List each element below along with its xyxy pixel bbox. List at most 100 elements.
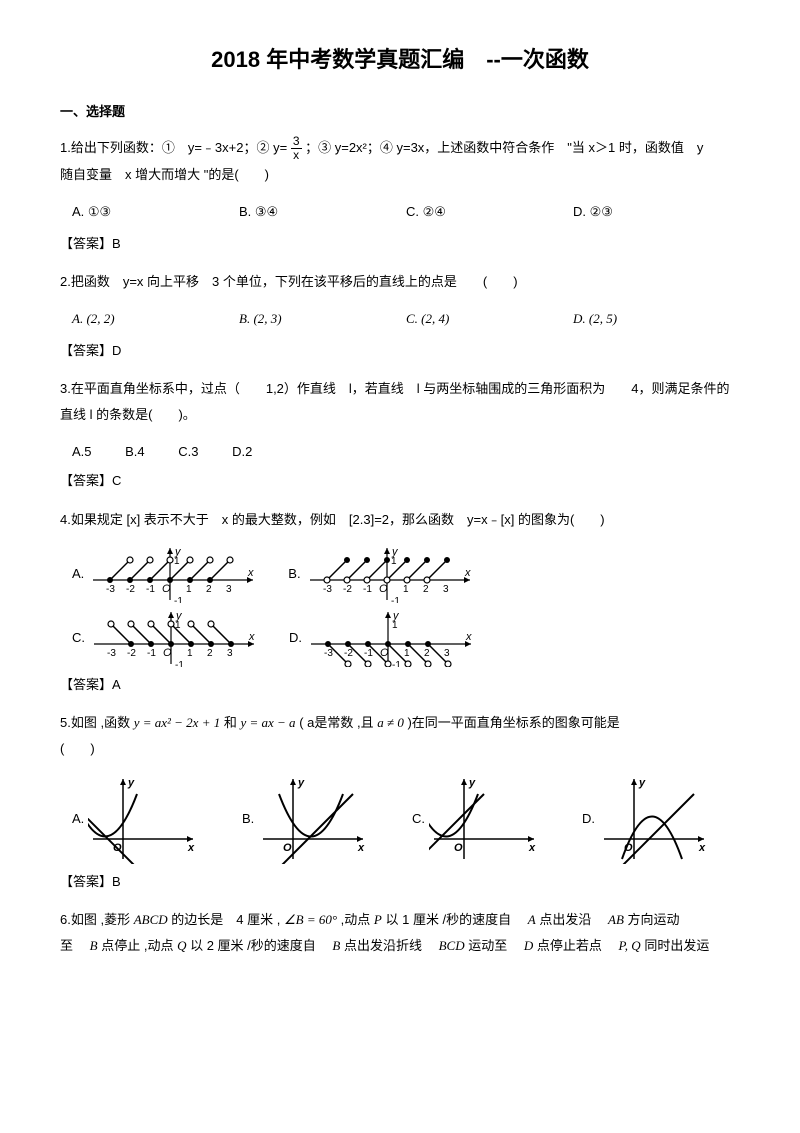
q5-label-a: A. [72, 807, 84, 830]
svg-text:-2: -2 [344, 648, 353, 659]
svg-text:3: 3 [444, 648, 450, 659]
question-4: 4.如果规定 [x] 表示不大于 x 的最大整数，例如 [2.3]=2，那么函数… [60, 507, 740, 533]
q5-graph-a: Oxy [88, 774, 198, 864]
q5-text-a: 5.如图 ,函数 [60, 715, 134, 730]
q2-opt-b: B. (2, 3) [239, 307, 406, 330]
svg-text:3: 3 [443, 584, 449, 595]
q6-c: ,动点 [341, 912, 374, 927]
q5-text-e: ( ) [60, 736, 740, 762]
q2-opt-a: A. (2, 2) [72, 307, 239, 330]
q5-eq3: a ≠ 0 [377, 715, 404, 730]
q6-angle: ∠B = 60° [284, 912, 337, 927]
svg-text:-1: -1 [174, 596, 183, 603]
q1-opt-c: C. ②④ [406, 200, 573, 223]
q6-d: 以 1 厘米 /秒的速度自 [385, 912, 524, 927]
q5-label-c: C. [412, 807, 425, 830]
svg-text:-3: -3 [107, 648, 116, 659]
svg-text:3: 3 [226, 584, 232, 595]
q6-ab: AB [608, 912, 624, 927]
svg-text:1: 1 [187, 648, 193, 659]
q6-j: 点出发沿折线 [344, 938, 435, 953]
svg-text:x: x [247, 567, 254, 579]
q1-opt-a: A. ①③ [72, 200, 239, 223]
svg-text:3: 3 [227, 648, 233, 659]
svg-text:O: O [454, 842, 463, 854]
q4-label-a: A. [72, 562, 84, 585]
svg-text:2: 2 [424, 648, 430, 659]
question-5: 5.如图 ,函数 y = ax² − 2x + 1 和 y = ax − a (… [60, 710, 740, 762]
q4-label-d: D. [289, 626, 302, 649]
q6-k: 运动至 [468, 938, 520, 953]
q6-apt: A [528, 912, 536, 927]
q5-text-c: ( a是常数 ,且 [299, 715, 377, 730]
svg-text:x: x [528, 842, 536, 854]
svg-text:-2: -2 [343, 584, 352, 595]
q1-opt-d: D. ②③ [573, 200, 740, 223]
q3-answer: 【答案】C [60, 469, 740, 492]
svg-text:x: x [357, 842, 365, 854]
q1-fraction: 3x [291, 135, 302, 162]
q4-label-b: B. [288, 562, 300, 585]
q6-bcd: BCD [439, 938, 465, 953]
q4-graph-c: -3-2-1O1231-1yx [89, 609, 259, 667]
q4-answer: 【答案】A [60, 673, 740, 696]
svg-text:1: 1 [186, 584, 192, 595]
q6-m: 同时出发运 [644, 938, 709, 953]
q5-graphs: A. Oxy B. Oxy C. Oxy D. Oxy [72, 774, 740, 864]
q1-text-b: ；③ y=2x²；④ y=3x，上述函数中符合条作 "当 x＞1 时，函数值 y [302, 140, 704, 155]
q4-graphs-row1: A. -3-2-1O1231-1yx B. -3-2-1O1231-1yx [72, 545, 740, 603]
question-3: 3.在平面直角坐标系中，过点（ 1,2）作直线 l，若直线 l 与两坐标轴围成的… [60, 376, 740, 428]
svg-text:y: y [297, 777, 305, 789]
q6-h: 点停止 ,动点 [101, 938, 177, 953]
q5-label-b: B. [242, 807, 254, 830]
svg-text:-1: -1 [175, 660, 184, 667]
svg-text:-2: -2 [126, 584, 135, 595]
q1-options: A. ①③ B. ③④ C. ②④ D. ②③ [72, 200, 740, 223]
q4-graphs-row2: C. -3-2-1O1231-1yx D. -3-2-1O1231-1yx [72, 609, 740, 667]
q5-graph-c: Oxy [429, 774, 539, 864]
question-2: 2.把函数 y=x 向上平移 3 个单位，下列在该平移后的直线上的点是 ( ) [60, 269, 740, 295]
svg-text:y: y [127, 777, 135, 789]
svg-text:O: O [163, 647, 172, 659]
q1-answer: 【答案】B [60, 232, 740, 255]
svg-text:x: x [248, 631, 255, 643]
q6-dpt: D [524, 938, 533, 953]
q6-q: Q [177, 938, 186, 953]
svg-text:x: x [698, 842, 706, 854]
svg-text:1: 1 [403, 584, 409, 595]
q3-opt-b: B.4 [125, 444, 145, 459]
q6-g: 至 [60, 938, 86, 953]
q6-bpt2: B [332, 938, 340, 953]
svg-text:y: y [638, 777, 646, 789]
q5-answer: 【答案】B [60, 870, 740, 893]
svg-text:O: O [283, 842, 292, 854]
q2-options: A. (2, 2) B. (2, 3) C. (2, 4) D. (2, 5) [72, 307, 740, 330]
q1-text-c: 随自变量 x 增大而增大 "的是( ) [60, 162, 740, 188]
q4-label-c: C. [72, 626, 85, 649]
q6-p: P [374, 912, 382, 927]
q3-text-a: 3.在平面直角坐标系中，过点（ 1,2）作直线 l，若直线 l 与两坐标轴围成的… [60, 376, 740, 402]
q5-text-b: 和 [224, 715, 241, 730]
q1-opt-b: B. ③④ [239, 200, 406, 223]
q3-text-b: 直线 l 的条数是( )。 [60, 402, 740, 428]
svg-text:-1: -1 [392, 660, 401, 667]
svg-text:-2: -2 [127, 648, 136, 659]
q6-b: 的边长是 4 厘米 , [171, 912, 280, 927]
section-header: 一、选择题 [60, 100, 740, 123]
svg-text:O: O [379, 583, 388, 595]
page-title: 2018 年中考数学真题汇编 --一次函数 [60, 40, 740, 80]
svg-text:1: 1 [404, 648, 410, 659]
q2-opt-c: C. (2, 4) [406, 307, 573, 330]
q6-bpt: B [90, 938, 98, 953]
q6-f: 方向运动 [628, 912, 680, 927]
q4-graph-d: -3-2-1O1231-1yx [306, 609, 476, 667]
question-6: 6.如图 ,菱形 ABCD 的边长是 4 厘米 , ∠B = 60° ,动点 P… [60, 907, 740, 959]
q4-graph-a: -3-2-1O1231-1yx [88, 545, 258, 603]
svg-text:y: y [174, 546, 182, 558]
q6-e: 点出发沿 [539, 912, 604, 927]
svg-text:-3: -3 [324, 648, 333, 659]
q5-graph-d: Oxy [599, 774, 709, 864]
svg-text:-1: -1 [363, 584, 372, 595]
q5-eq2: y = ax − a [240, 715, 295, 730]
q2-opt-d: D. (2, 5) [573, 307, 740, 330]
